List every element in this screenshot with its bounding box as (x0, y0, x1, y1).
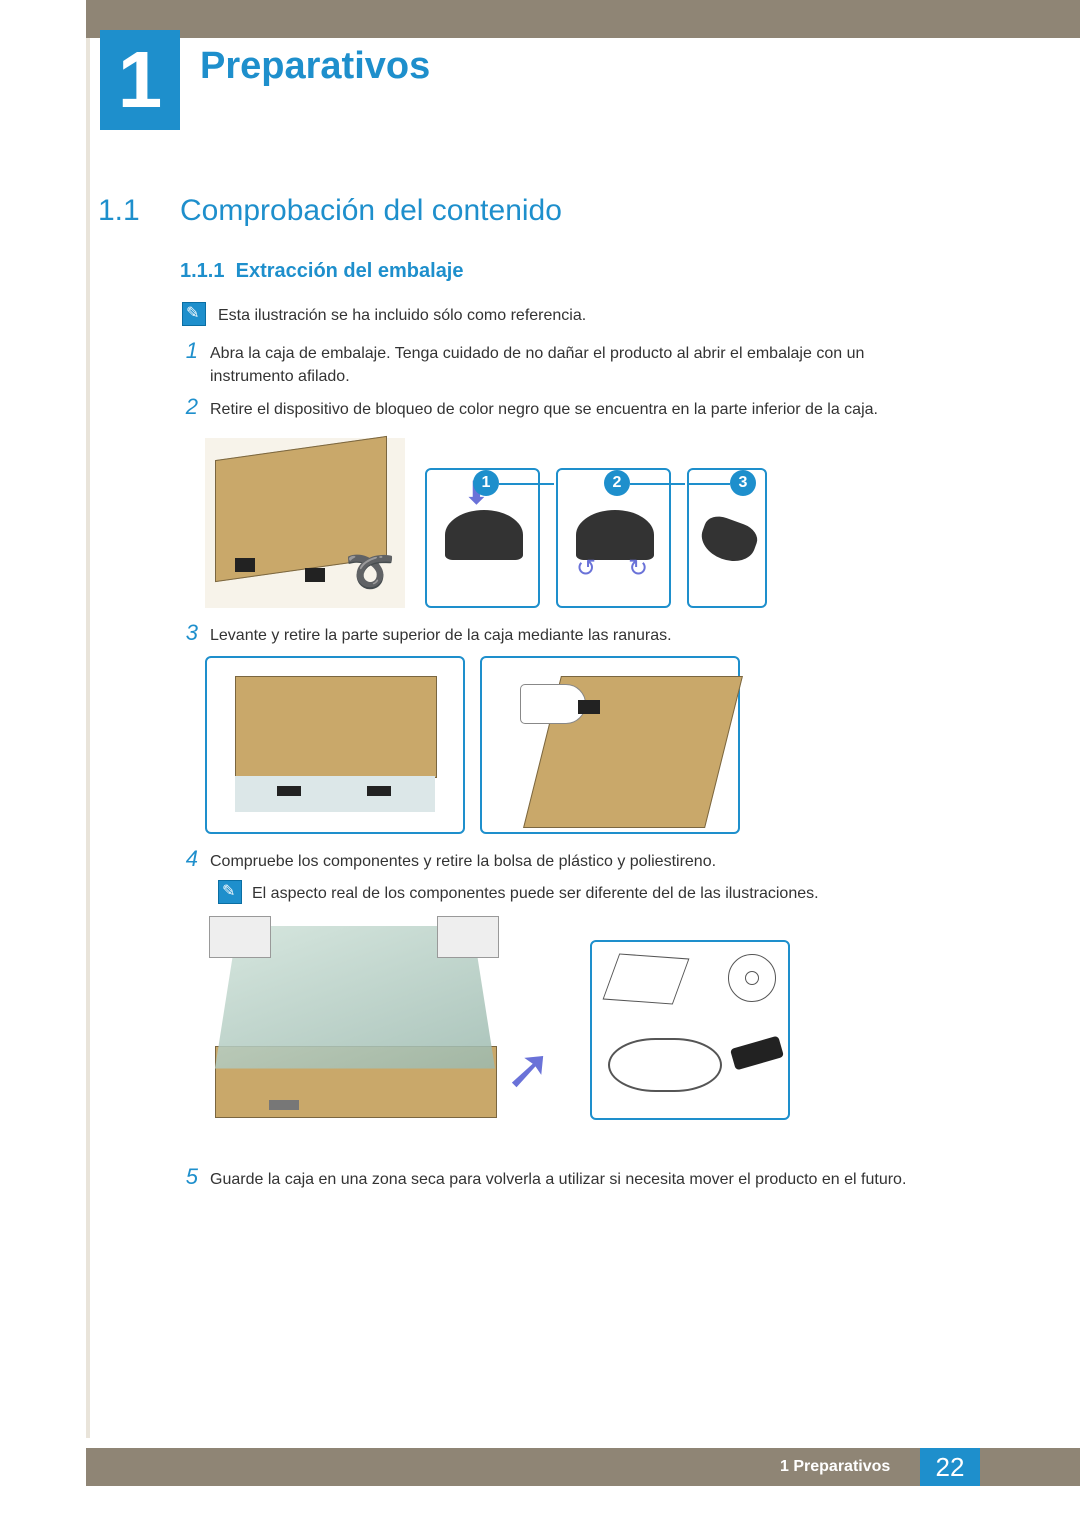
illustration-lift-side (480, 656, 740, 834)
illustration-lock-step3 (687, 468, 767, 608)
footer-chapter-label: 1 Preparativos (780, 1458, 890, 1476)
callout-badge: 2 (604, 470, 630, 496)
footer-page-number: 22 (920, 1448, 980, 1486)
illustration-unwrap: ➚ (205, 916, 555, 1146)
step-number: 4 (178, 846, 198, 872)
chapter-title: Preparativos (200, 45, 430, 88)
subsection-heading: 1.1.1 Extracción del embalaje (180, 260, 464, 283)
step-text: Guarde la caja en una zona seca para vol… (210, 1168, 980, 1191)
manual-page: 1 Preparativos 1.1 Comprobación del cont… (0, 0, 1080, 1527)
side-rule (86, 38, 90, 1438)
step-text: Abra la caja de embalaje. Tenga cuidado … (210, 342, 950, 388)
subsection-title: Extracción del embalaje (236, 260, 464, 282)
section-number: 1.1 (98, 194, 140, 228)
callout-badge: 3 (730, 470, 756, 496)
step-number: 1 (178, 338, 198, 364)
step-text: Retire el dispositivo de bloqueo de colo… (210, 398, 970, 421)
note-text: Esta ilustración se ha incluido sólo com… (218, 304, 918, 327)
subsection-number: 1.1.1 (180, 260, 224, 282)
note-icon (218, 880, 242, 904)
section-title: Comprobación del contenido (180, 194, 562, 228)
illustration-box: ➰ (205, 438, 405, 608)
illustration-lift-front (205, 656, 465, 834)
callout-badge: 1 (473, 470, 499, 496)
step-text: Compruebe los componentes y retire la bo… (210, 850, 950, 873)
step-number: 5 (178, 1164, 198, 1190)
step-text: Levante y retire la parte superior de la… (210, 624, 950, 647)
chapter-number: 1 (118, 35, 163, 124)
note-text: El aspecto real de los componentes puede… (252, 882, 952, 905)
chapter-number-box: 1 (100, 30, 180, 130)
illustration-components (590, 940, 790, 1120)
note-icon (182, 302, 206, 326)
step-number: 3 (178, 620, 198, 646)
step-number: 2 (178, 394, 198, 420)
top-stripe (86, 0, 1080, 38)
